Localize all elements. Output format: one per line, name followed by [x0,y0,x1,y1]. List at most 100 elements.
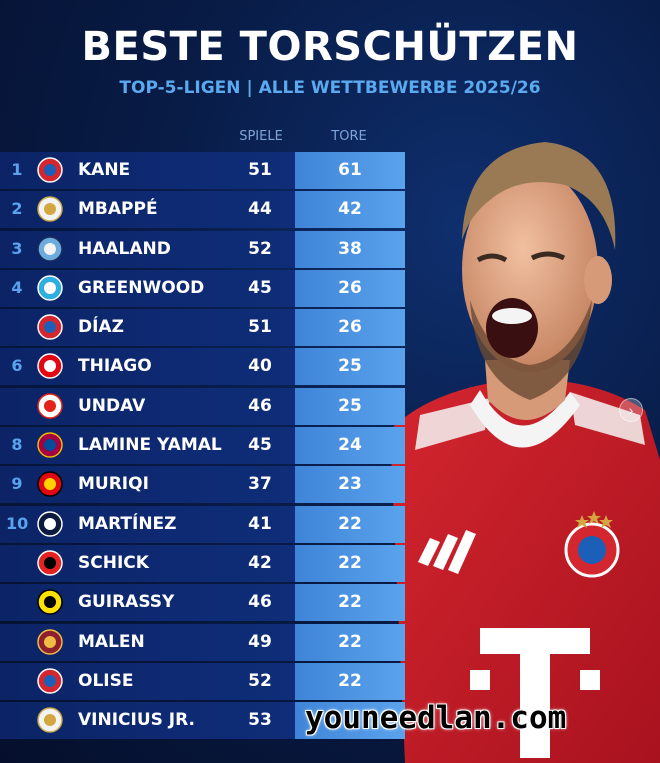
table-row: OLISE 52 22 [0,662,405,701]
goals-cell-background [295,662,405,700]
carousel-next-button[interactable]: › [619,398,643,422]
goals-cell-background [295,269,405,307]
goals-value: 42 [338,199,362,220]
player-name: HAALAND [78,238,171,259]
leverkusen-club-icon [37,550,63,576]
games-value: 51 [248,160,272,180]
roma-club-icon [37,628,63,655]
table-row: MALEN 49 22 [0,623,405,662]
table-row: 10 MARTÍNEZ 41 22 [0,505,405,544]
player-name: MARTÍNEZ [78,513,177,534]
dortmund-club-icon [37,589,63,616]
goals-cell-background [295,152,405,189]
brentford-club-icon [37,353,63,380]
stuttgart-club-icon [37,393,63,419]
rank-label: 6 [11,356,23,376]
real-madrid-club-icon [37,707,63,733]
goals-value: 22 [338,513,362,534]
table-row: VINICIUS JR. 53 [0,701,405,740]
marseille-club-icon [37,275,63,301]
goals-value: 23 [338,474,362,495]
goals-cell-background [295,387,405,425]
goals-value: 22 [338,552,362,573]
player-name: MALEN [78,631,145,652]
player-name: THIAGO [78,356,152,377]
rank-label: 9 [11,474,23,494]
games-value: 46 [248,395,272,416]
games-value: 53 [248,710,272,731]
table-row: 2 MBAPPÉ 44 42 [0,190,405,229]
games-value: 45 [248,277,272,298]
goals-cell-background [295,584,405,622]
goals-value: 22 [338,670,362,691]
player-name: DÍAZ [78,317,124,338]
player-photo [390,142,660,763]
games-value: 41 [248,513,272,534]
scorers-table: 1 KANE 51 61 2 MBAPPÉ 44 42 3 HAALAND 52 38 4 GREENWO… [0,151,405,740]
player-name: OLISE [78,670,134,691]
table-row: 3 HAALAND 52 38 [0,230,405,269]
table-row: SCHICK 42 22 [0,544,405,583]
goals-cell-background [295,191,405,229]
player-name: MURIQI [78,474,149,495]
rank-label: 8 [11,435,23,455]
table-row: 4 GREENWOOD 45 26 [0,269,405,308]
player-name: VINICIUS JR. [78,710,195,731]
goals-value: 24 [338,435,362,456]
bayern-club-icon [37,157,63,183]
table-row: 1 KANE 51 61 [0,151,405,190]
rank-label: 3 [11,238,23,258]
games-value: 42 [248,552,272,573]
table-row: UNDAV 46 25 [0,387,405,426]
goals-cell-background [295,309,405,347]
man-city-club-icon [37,235,63,262]
player-name: UNDAV [78,395,146,416]
barcelona-club-icon [37,432,63,458]
inter-club-icon [37,510,63,537]
column-header-games: SPIELE [239,129,283,144]
table-row: 6 THIAGO 40 25 [0,347,405,386]
games-value: 45 [248,435,272,456]
games-value: 51 [248,317,272,338]
table-row: 8 LAMINE YAMAL 45 24 [0,426,405,465]
rank-label: 1 [11,160,23,179]
games-value: 37 [248,474,272,495]
column-header-goals: TORE [331,129,367,144]
goals-value: 22 [338,592,362,613]
games-value: 46 [248,592,272,613]
player-name: GUIRASSY [78,592,175,613]
games-value: 52 [248,670,272,691]
goals-value: 25 [338,395,362,416]
real-madrid-club-icon [37,196,63,223]
bayern-club-icon [37,668,63,694]
bayern-club-icon [37,314,63,340]
page-subtitle: TOP-5-LIGEN | ALLE WETTBEWERBE 2025/26 [119,78,541,98]
rank-label: 10 [6,513,29,533]
goals-value: 38 [338,238,362,259]
page-title: BESTE TORSCHÜTZEN [81,24,579,70]
goals-cell-background [295,702,405,740]
goals-cell-background [295,230,405,268]
player-name: KANE [78,160,131,180]
watermark-text: youneedlan.com [305,700,567,736]
table-row: GUIRASSY 46 22 [0,583,405,622]
rank-label: 4 [11,277,23,297]
goals-cell-background [295,623,405,661]
goals-value: 25 [338,356,362,377]
goals-cell-background [295,466,405,504]
goals-value: 26 [338,317,362,338]
mallorca-club-icon [37,471,63,498]
player-name: SCHICK [78,552,149,573]
player-name: LAMINE YAMAL [78,435,222,456]
player-name: GREENWOOD [78,277,205,298]
player-name: MBAPPÉ [78,199,158,220]
rank-label: 2 [11,199,23,219]
goals-value: 22 [338,631,362,652]
table-row: DÍAZ 51 26 [0,308,405,347]
goals-cell-background [295,505,405,543]
games-value: 49 [248,631,272,652]
goals-value: 61 [338,160,362,180]
games-value: 52 [248,238,272,259]
goals-cell-background [295,544,405,582]
goals-value: 26 [338,277,362,298]
